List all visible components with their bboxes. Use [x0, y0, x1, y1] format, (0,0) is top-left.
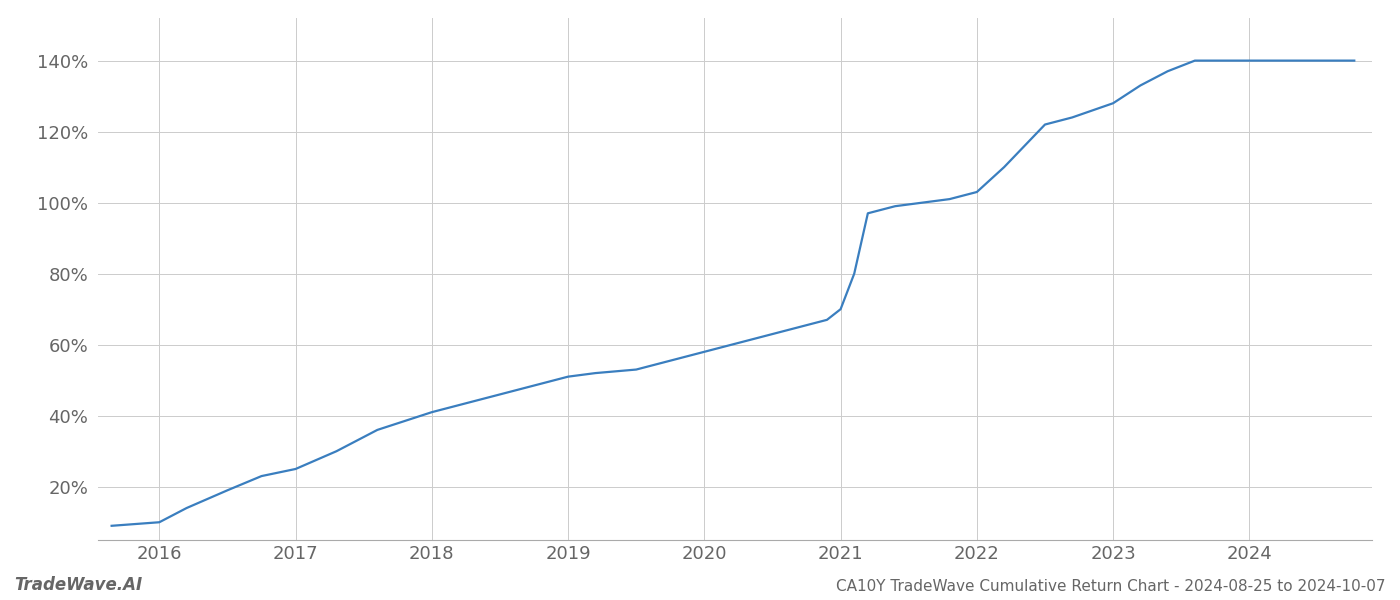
- Text: TradeWave.AI: TradeWave.AI: [14, 576, 143, 594]
- Text: CA10Y TradeWave Cumulative Return Chart - 2024-08-25 to 2024-10-07: CA10Y TradeWave Cumulative Return Chart …: [837, 579, 1386, 594]
